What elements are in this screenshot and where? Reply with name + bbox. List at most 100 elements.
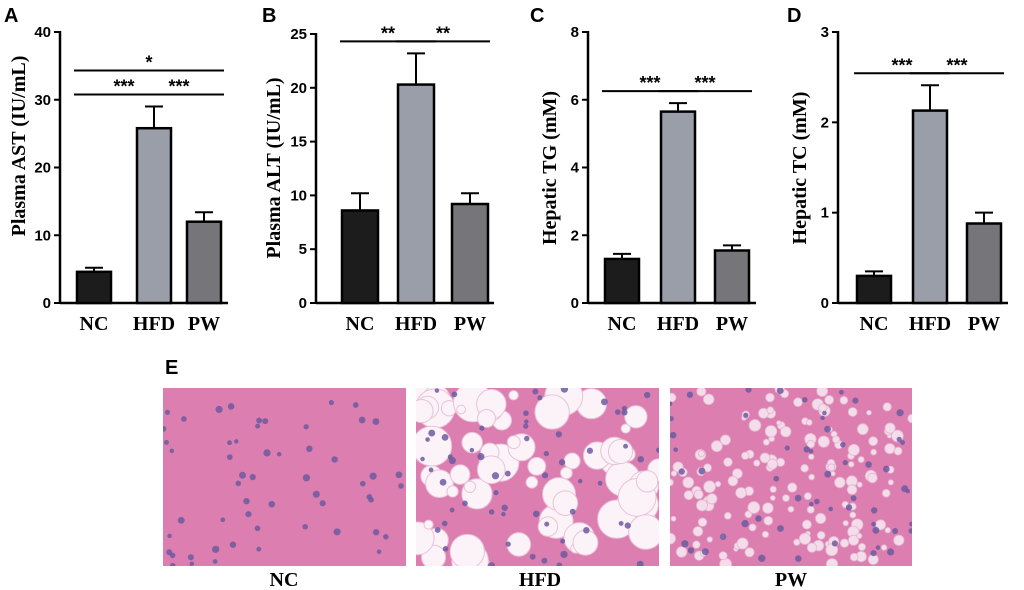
lipid-droplet: [537, 516, 559, 537]
lipid-droplet: [572, 529, 599, 556]
cell-nucleus: [227, 440, 232, 446]
lipid-droplet: [416, 521, 435, 556]
cell-nucleus: [276, 451, 282, 457]
panel-c-y-tick-label: 2: [571, 227, 579, 244]
lipid-droplet: [866, 409, 872, 416]
cell-nucleus: [614, 409, 621, 415]
panel-b-plot: 0 5 10 15 20 25 NC HFD PW ** **: [290, 23, 494, 335]
cell-nucleus: [701, 548, 709, 556]
lipid-droplet: [697, 517, 708, 527]
lipid-droplet: [825, 558, 839, 566]
cell-nucleus: [755, 515, 762, 522]
lipid-droplet: [834, 476, 846, 489]
lipid-droplet: [508, 390, 519, 401]
cell-nucleus: [255, 423, 261, 429]
cell-nucleus: [501, 504, 508, 511]
lipid-droplet: [769, 485, 777, 493]
lipid-droplet: [817, 435, 830, 448]
cell-nucleus: [624, 522, 631, 529]
cell-nucleus: [838, 389, 844, 395]
cell-nucleus: [442, 546, 449, 552]
cell-nucleus: [532, 388, 539, 395]
cell-nucleus: [369, 472, 377, 480]
lipid-droplet: [806, 505, 815, 514]
lipid-droplet: [801, 519, 812, 530]
cell-nucleus: [493, 490, 499, 496]
lipid-droplet: [830, 470, 836, 477]
lipid-droplet: [719, 557, 732, 566]
cell-nucleus: [900, 440, 906, 445]
lipid-droplet: [425, 469, 454, 499]
cell-nucleus: [333, 528, 341, 536]
lipid-droplet: [706, 536, 713, 543]
panel-b-significance-label: **: [381, 23, 395, 43]
cell-nucleus: [226, 454, 233, 460]
cell-nucleus: [425, 437, 430, 442]
panel-d-ylabel: Hepatic TC (mM): [789, 92, 811, 245]
panel-d-bar-hfd: [911, 109, 949, 305]
cell-nucleus: [212, 545, 220, 553]
panel-c-bar-nc: [603, 257, 641, 305]
panel-b: B Plasma ALT (IU/mL) 0 5 10 15 20 25 NC HFD PW **…: [262, 5, 494, 335]
cell-nucleus: [164, 409, 171, 415]
cell-nucleus: [302, 523, 308, 530]
lipid-droplet: [806, 542, 818, 553]
cell-nucleus: [870, 507, 878, 514]
cell-nucleus: [636, 560, 644, 566]
panel-c-y-tick-label: 8: [571, 24, 579, 41]
panel-c-y-tick-label: 0: [571, 295, 579, 312]
cell-nucleus: [784, 445, 790, 451]
cell-nucleus: [773, 475, 780, 482]
cell-nucleus: [865, 461, 872, 468]
lipid-droplet: [884, 422, 896, 434]
lipid-droplet: [767, 458, 778, 470]
cell-nucleus: [845, 504, 853, 511]
cell-nucleus: [234, 439, 239, 444]
cell-nucleus: [560, 550, 568, 559]
lipid-droplet: [893, 534, 905, 546]
cell-nucleus: [892, 527, 899, 534]
panel-d-y-tick-label: 3: [821, 24, 829, 41]
cell-nucleus: [698, 467, 706, 475]
panel-letter-d: D: [787, 5, 801, 27]
cell-nucleus: [820, 415, 825, 421]
cell-nucleus: [583, 526, 590, 534]
cell-nucleus: [256, 546, 262, 552]
cell-nucleus: [777, 525, 784, 532]
lipid-droplet: [868, 436, 879, 447]
cell-nucleus: [170, 562, 176, 566]
cell-nucleus: [479, 425, 485, 431]
lipid-droplet: [848, 461, 855, 468]
cell-nucleus: [803, 446, 810, 453]
cell-nucleus: [523, 410, 529, 417]
panel-a-significance-label: *: [145, 53, 152, 73]
panel-letter-c: C: [530, 5, 544, 27]
cell-nucleus: [637, 455, 645, 463]
lipid-droplet: [766, 406, 775, 415]
lipid-droplet: [882, 402, 892, 412]
panel-c-y-tick-label: 6: [571, 92, 579, 109]
lipid-droplet: [446, 485, 459, 498]
cell-nucleus: [887, 548, 895, 556]
cell-nucleus: [306, 445, 313, 453]
cell-nucleus: [477, 453, 485, 461]
lipid-droplet: [670, 515, 677, 522]
cell-nucleus: [181, 416, 187, 422]
lipid-droplet: [849, 552, 859, 562]
lipid-droplet: [675, 546, 688, 558]
lipid-droplet: [723, 457, 733, 467]
cell-nucleus: [814, 498, 820, 505]
panel-a-y-tick-label: 40: [34, 24, 51, 41]
cell-nucleus: [368, 496, 374, 503]
cell-nucleus: [434, 527, 441, 533]
panel-c-significance-label: ***: [639, 73, 660, 93]
panel-e: E NC HFD PW: [163, 357, 912, 590]
cell-nucleus: [623, 443, 629, 449]
lipid-droplet: [456, 404, 466, 415]
cell-nucleus: [235, 480, 242, 487]
panel-b-y-tick-label: 15: [290, 134, 307, 151]
panel-a-bar-nc: [75, 270, 113, 305]
lipid-droplet: [776, 420, 782, 426]
